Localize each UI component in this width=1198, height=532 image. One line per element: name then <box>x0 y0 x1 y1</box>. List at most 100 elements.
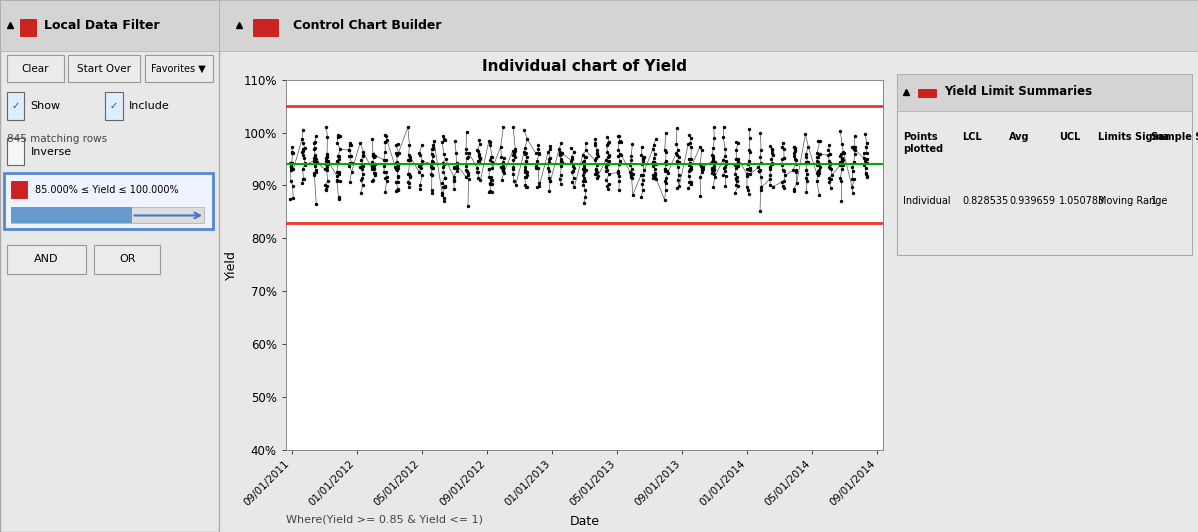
Point <box>423 189 442 197</box>
Point <box>363 164 382 172</box>
Point <box>822 165 841 173</box>
Point <box>727 154 746 163</box>
Point <box>458 154 477 162</box>
Point <box>377 172 397 181</box>
Point <box>692 168 712 176</box>
Text: Clear: Clear <box>22 64 49 73</box>
Point <box>424 137 443 145</box>
Point <box>400 156 419 164</box>
Point <box>295 144 314 152</box>
Point <box>725 189 744 197</box>
Point <box>305 162 325 170</box>
Point <box>690 160 709 169</box>
Point <box>526 149 545 157</box>
X-axis label: Date: Date <box>569 515 599 528</box>
Point <box>552 139 571 147</box>
Point <box>459 169 478 178</box>
Point <box>667 159 686 168</box>
Point <box>599 180 618 188</box>
Point <box>376 168 395 177</box>
Point <box>479 137 498 145</box>
Point <box>811 150 830 159</box>
Point <box>423 164 442 172</box>
Point <box>294 144 313 153</box>
Point <box>692 164 712 173</box>
Point <box>858 148 877 157</box>
Point <box>643 157 662 166</box>
Point <box>574 181 593 189</box>
Point <box>667 157 686 165</box>
Point <box>854 149 873 157</box>
Point <box>518 135 537 144</box>
Point <box>282 163 301 171</box>
Point <box>494 162 513 170</box>
Point <box>597 167 616 176</box>
Point <box>646 171 665 180</box>
Point <box>492 175 512 184</box>
Point <box>738 186 757 194</box>
Point <box>410 149 429 157</box>
Point <box>539 187 558 196</box>
Point <box>353 162 373 171</box>
Point <box>843 167 863 175</box>
Point <box>515 165 534 174</box>
Point <box>655 164 674 173</box>
Point <box>597 176 616 185</box>
Point <box>845 144 864 153</box>
Point <box>319 160 338 169</box>
Point <box>819 141 839 149</box>
Point <box>623 140 642 148</box>
Point <box>807 156 827 165</box>
Point <box>482 153 501 162</box>
Point <box>527 183 546 192</box>
Point <box>539 164 558 172</box>
Point <box>634 176 653 184</box>
Point <box>434 182 453 191</box>
Point <box>341 141 361 149</box>
Point <box>587 168 606 176</box>
Point <box>316 185 335 193</box>
Point <box>550 151 569 159</box>
Point <box>388 186 407 195</box>
Point <box>363 157 382 166</box>
Point <box>575 153 594 162</box>
Point <box>504 151 524 159</box>
Point <box>706 172 725 181</box>
Point <box>563 162 582 170</box>
Point <box>679 160 698 169</box>
Point <box>611 137 630 146</box>
Point <box>646 165 665 173</box>
Point <box>329 168 349 177</box>
Point <box>459 171 478 179</box>
FancyBboxPatch shape <box>254 19 278 36</box>
Point <box>621 161 640 169</box>
Point <box>598 138 617 147</box>
Point <box>388 172 407 180</box>
Text: Control Chart Builder: Control Chart Builder <box>292 19 441 32</box>
Point <box>506 146 525 155</box>
Point <box>843 163 863 171</box>
Point <box>435 197 454 205</box>
Point <box>564 183 583 192</box>
Point <box>530 182 549 190</box>
Point <box>562 156 581 165</box>
Point <box>468 173 488 182</box>
Point <box>363 176 382 184</box>
Point <box>647 174 666 183</box>
Point <box>316 160 335 169</box>
Point <box>643 162 662 171</box>
Point <box>843 143 863 151</box>
Point <box>399 169 418 178</box>
Point <box>515 163 534 171</box>
Point <box>728 161 748 170</box>
Point <box>821 159 840 167</box>
Point <box>304 154 323 162</box>
Point <box>387 165 406 173</box>
Point <box>726 174 745 182</box>
Text: Sample Size: Sample Size <box>1151 132 1198 143</box>
Point <box>388 173 407 181</box>
Point <box>444 164 464 172</box>
Point <box>775 167 794 176</box>
Text: 845 matching rows: 845 matching rows <box>6 134 107 144</box>
Point <box>516 183 536 192</box>
